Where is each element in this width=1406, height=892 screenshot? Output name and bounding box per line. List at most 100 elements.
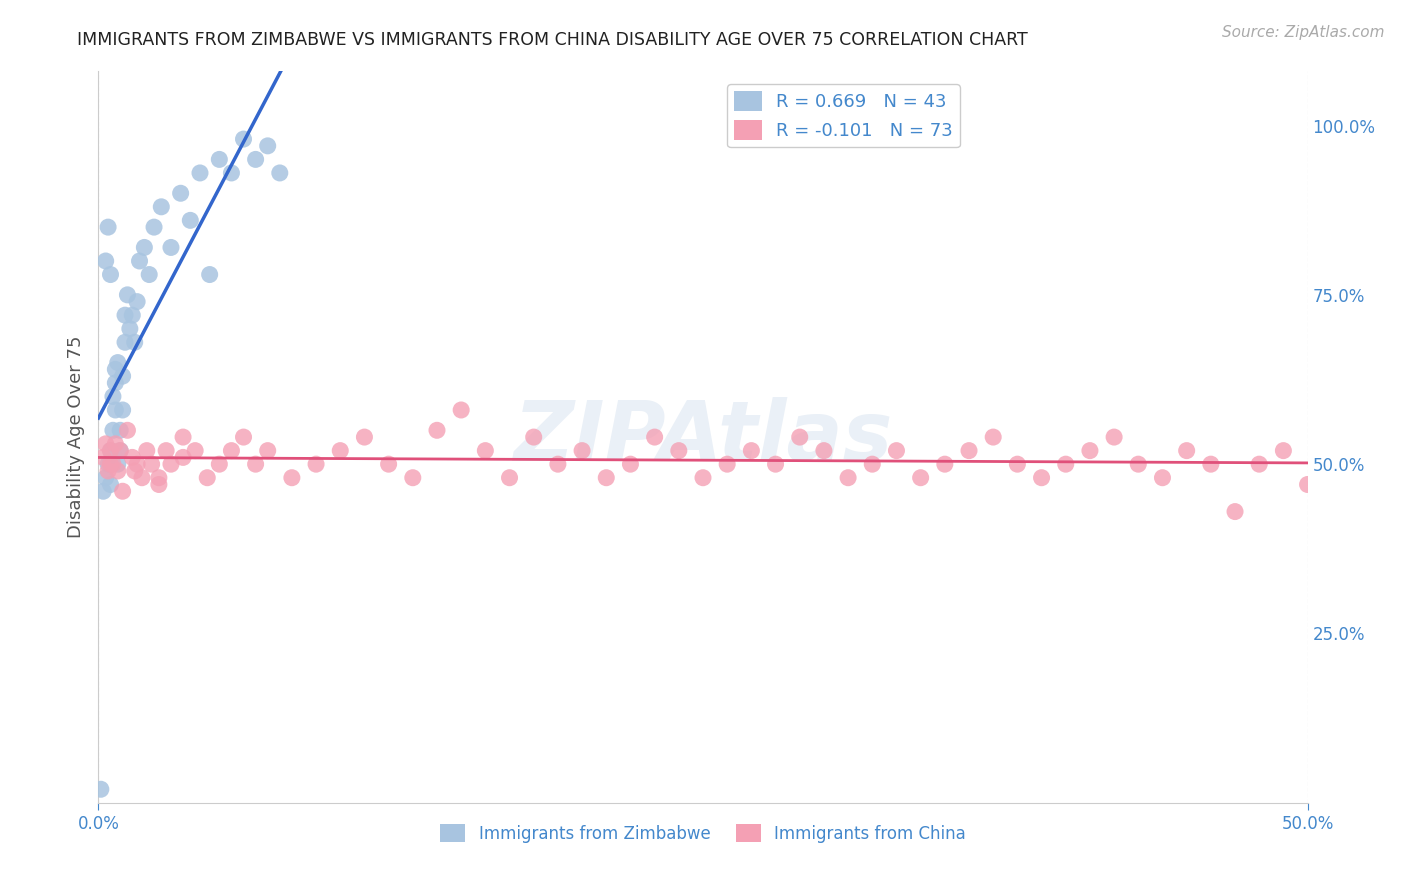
- Point: [111, 484, 134, 499]
- Point: [886, 443, 908, 458]
- Point: [281, 471, 304, 485]
- Point: [765, 457, 787, 471]
- Point: [150, 200, 173, 214]
- Point: [179, 213, 201, 227]
- Point: [135, 443, 157, 458]
- Point: [184, 443, 207, 458]
- Point: [121, 450, 143, 465]
- Point: [148, 471, 170, 485]
- Point: [1152, 471, 1174, 485]
- Point: [377, 457, 399, 471]
- Point: [402, 471, 425, 485]
- Point: [813, 443, 835, 458]
- Point: [232, 132, 254, 146]
- Point: [121, 308, 143, 322]
- Point: [160, 240, 183, 254]
- Point: [198, 268, 221, 282]
- Point: [426, 423, 449, 437]
- Point: [94, 471, 117, 485]
- Point: [789, 430, 811, 444]
- Point: [1102, 430, 1125, 444]
- Point: [91, 484, 114, 499]
- Point: [114, 335, 136, 350]
- Point: [860, 457, 883, 471]
- Point: [1223, 505, 1246, 519]
- Point: [644, 430, 666, 444]
- Point: [668, 443, 690, 458]
- Point: [195, 471, 218, 485]
- Point: [172, 430, 194, 444]
- Point: [172, 450, 194, 465]
- Point: [619, 457, 641, 471]
- Point: [221, 166, 243, 180]
- Point: [108, 443, 131, 458]
- Point: [100, 457, 122, 471]
- Point: [107, 464, 129, 478]
- Point: [141, 457, 163, 471]
- Y-axis label: Disability Age Over 75: Disability Age Over 75: [66, 335, 84, 539]
- Point: [128, 254, 150, 268]
- Point: [90, 782, 112, 797]
- Point: [124, 464, 146, 478]
- Point: [957, 443, 980, 458]
- Point: [148, 477, 170, 491]
- Point: [910, 471, 932, 485]
- Point: [1272, 443, 1295, 458]
- Point: [523, 430, 546, 444]
- Point: [1175, 443, 1198, 458]
- Point: [353, 430, 375, 444]
- Point: [571, 443, 593, 458]
- Point: [108, 423, 131, 437]
- Point: [104, 437, 127, 451]
- Point: [127, 457, 149, 471]
- Point: [134, 240, 156, 254]
- Point: [94, 254, 117, 268]
- Point: [107, 355, 129, 369]
- Point: [160, 457, 183, 471]
- Point: [169, 186, 191, 201]
- Point: [100, 443, 122, 458]
- Point: [114, 308, 136, 322]
- Point: [269, 166, 291, 180]
- Point: [1296, 477, 1319, 491]
- Point: [1199, 457, 1222, 471]
- Point: [716, 457, 738, 471]
- Point: [1249, 457, 1271, 471]
- Point: [256, 139, 278, 153]
- Point: [1128, 457, 1150, 471]
- Point: [104, 376, 127, 390]
- Point: [208, 457, 231, 471]
- Point: [101, 457, 124, 471]
- Point: [111, 369, 134, 384]
- Point: [107, 457, 129, 471]
- Text: IMMIGRANTS FROM ZIMBABWE VS IMMIGRANTS FROM CHINA DISABILITY AGE OVER 75 CORRELA: IMMIGRANTS FROM ZIMBABWE VS IMMIGRANTS F…: [77, 31, 1028, 49]
- Point: [155, 443, 177, 458]
- Point: [547, 457, 569, 471]
- Legend: Immigrants from Zimbabwe, Immigrants from China: Immigrants from Zimbabwe, Immigrants fro…: [433, 817, 973, 849]
- Point: [94, 437, 117, 451]
- Point: [100, 477, 122, 491]
- Point: [934, 457, 956, 471]
- Point: [131, 471, 153, 485]
- Point: [498, 471, 520, 485]
- Point: [208, 153, 231, 167]
- Point: [188, 166, 211, 180]
- Point: [692, 471, 714, 485]
- Point: [450, 403, 472, 417]
- Point: [104, 362, 127, 376]
- Point: [97, 464, 120, 478]
- Point: [143, 220, 166, 235]
- Point: [101, 389, 124, 403]
- Point: [837, 471, 859, 485]
- Point: [124, 335, 146, 350]
- Point: [101, 423, 124, 437]
- Point: [100, 443, 122, 458]
- Point: [108, 443, 131, 458]
- Point: [1078, 443, 1101, 458]
- Point: [232, 430, 254, 444]
- Point: [104, 403, 127, 417]
- Point: [245, 457, 267, 471]
- Point: [981, 430, 1004, 444]
- Point: [256, 443, 278, 458]
- Text: Source: ZipAtlas.com: Source: ZipAtlas.com: [1222, 25, 1385, 40]
